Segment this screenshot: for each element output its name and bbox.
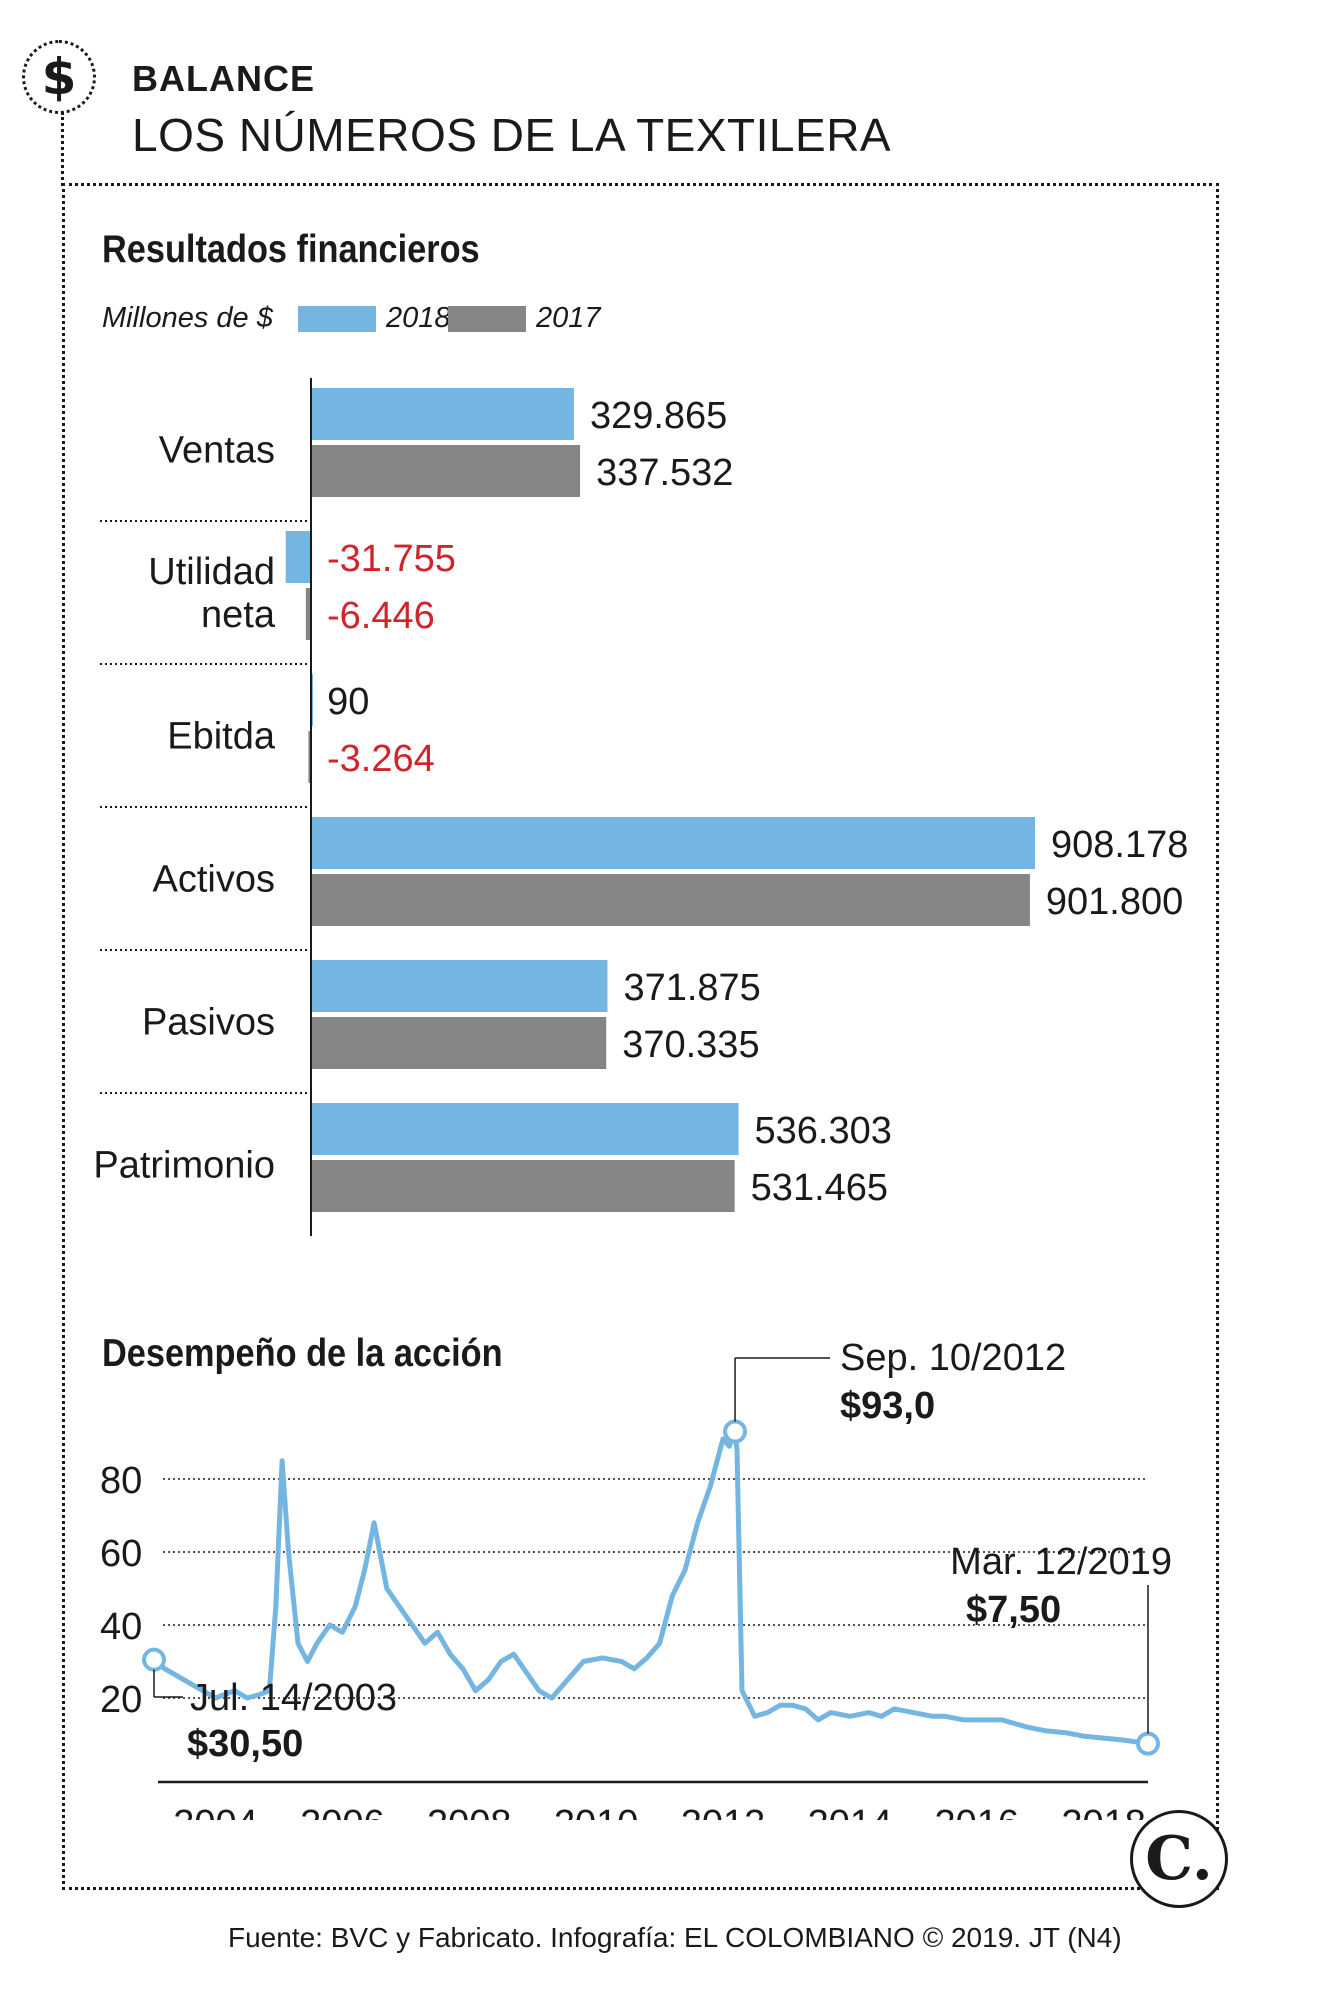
bar-activos-2018	[311, 817, 1035, 869]
category-label-line: Utilidad	[148, 551, 275, 593]
value-label-activos-2018: 908.178	[1051, 824, 1188, 866]
legend-swatch-2017	[448, 306, 526, 332]
value-label-pasivos-2017: 370.335	[622, 1024, 759, 1066]
source-credit: Fuente: BVC y Fabricato. Infografía: EL …	[228, 1922, 1122, 1953]
bar-utilidad-neta-2017	[305, 588, 311, 640]
category-label-line: Ebitda	[167, 716, 276, 758]
page-title: LOS NÚMEROS DE LA TEXTILERA	[132, 109, 892, 161]
category-label-activos: Activos	[153, 859, 275, 901]
dollar-icon: $	[22, 40, 96, 114]
line-chart: 20 40 60 80 2004 2006 2008 2010 2012 2014 2016 2018…	[100, 1337, 1172, 1820]
category-label-ebitda: Ebitda	[167, 716, 276, 758]
value-label-activos-2017: 901.800	[1046, 881, 1183, 923]
marker-jul-14-2003	[142, 1647, 166, 1672]
infographic-frame	[62, 183, 1219, 1890]
header-connector	[61, 112, 64, 186]
x-tick-label-2018: 2018	[1061, 1803, 1146, 1820]
bar-chart-title: Resultados financieros	[102, 228, 480, 271]
annotation-date-jul-14-2003: Jul. 14/2003	[190, 1677, 397, 1719]
category-label-patrimonio: Patrimonio	[93, 1145, 275, 1187]
category-label-line: Activos	[153, 859, 275, 901]
value-label-utilidad-neta-2018: -31.755	[327, 538, 456, 580]
annotation-value-jul-14-2003: $30,50	[187, 1723, 303, 1765]
value-label-patrimonio-2018: 536.303	[755, 1110, 892, 1152]
value-label-ventas-2018: 329.865	[590, 395, 727, 437]
annotation-date-sep-10-2012: Sep. 10/2012	[840, 1337, 1066, 1379]
bar-pasivos-2018	[311, 960, 608, 1012]
category-label-line: Ventas	[159, 430, 275, 472]
unit-label: Millones de $	[102, 302, 273, 334]
legend-label-2018: 2018	[386, 302, 451, 334]
y-tick-label-60: 60	[100, 1533, 142, 1575]
annotation-value-mar-12-2019: $7,50	[966, 1589, 1061, 1631]
value-label-patrimonio-2017: 531.465	[751, 1167, 888, 1209]
value-label-ebitda-2018: 90	[327, 681, 369, 723]
marker-mar-12-2019	[1136, 1731, 1160, 1756]
dollar-glyph: $	[41, 48, 77, 106]
category-label-pasivos: Pasivos	[142, 1002, 275, 1044]
x-tick-label-2014: 2014	[808, 1803, 893, 1820]
category-label-utilidad-neta: Utilidad neta	[148, 551, 276, 636]
bar-ebitda-2017	[308, 731, 311, 783]
value-label-ventas-2017: 337.532	[596, 452, 733, 494]
annotation-value-sep-10-2012: $93,0	[840, 1385, 935, 1427]
value-label-ebitda-2017: -3.264	[327, 738, 435, 780]
bar-ventas-2017	[311, 445, 581, 497]
bar-utilidad-neta-2018	[285, 531, 311, 583]
x-tick-label-2008: 2008	[427, 1803, 512, 1820]
annotation-date-mar-12-2019: Mar. 12/2019	[950, 1541, 1172, 1583]
bar-ventas-2018	[311, 388, 574, 440]
legend-label-2017: 2017	[536, 302, 601, 334]
bar-patrimonio-2018	[311, 1103, 739, 1155]
bar-activos-2017	[311, 874, 1030, 926]
value-label-utilidad-neta-2017: -6.446	[327, 595, 435, 637]
category-label-line: neta	[201, 594, 276, 636]
y-tick-label-20: 20	[100, 1679, 142, 1721]
x-tick-label-2010: 2010	[554, 1803, 639, 1820]
category-label-line: Patrimonio	[93, 1145, 275, 1187]
logo-glyph: C.	[1145, 1824, 1213, 1894]
marker-sep-10-2012	[723, 1419, 748, 1444]
x-tick-label-2012: 2012	[681, 1803, 766, 1820]
line-chart-title: Desempeño de la acción	[102, 1332, 503, 1375]
bar-chart: Ventas 329.865 337.532 Utilidad neta -31.755 -…	[93, 378, 1188, 1236]
value-label-pasivos-2018: 371.875	[623, 967, 760, 1009]
x-tick-label-2004: 2004	[173, 1803, 258, 1820]
category-label-ventas: Ventas	[159, 430, 275, 472]
price-line	[151, 1429, 1151, 1747]
bar-patrimonio-2017	[311, 1160, 735, 1212]
kicker: BALANCE	[132, 58, 315, 99]
x-tick-label-2016: 2016	[934, 1803, 1019, 1820]
x-tick-label-2006: 2006	[300, 1803, 385, 1820]
y-tick-label-40: 40	[100, 1606, 142, 1648]
el-colombiano-logo: C.	[1130, 1810, 1228, 1908]
y-tick-label-80: 80	[100, 1460, 142, 1502]
category-label-line: Pasivos	[142, 1002, 275, 1044]
legend-swatch-2018	[298, 306, 376, 332]
bar-pasivos-2017	[311, 1017, 607, 1069]
